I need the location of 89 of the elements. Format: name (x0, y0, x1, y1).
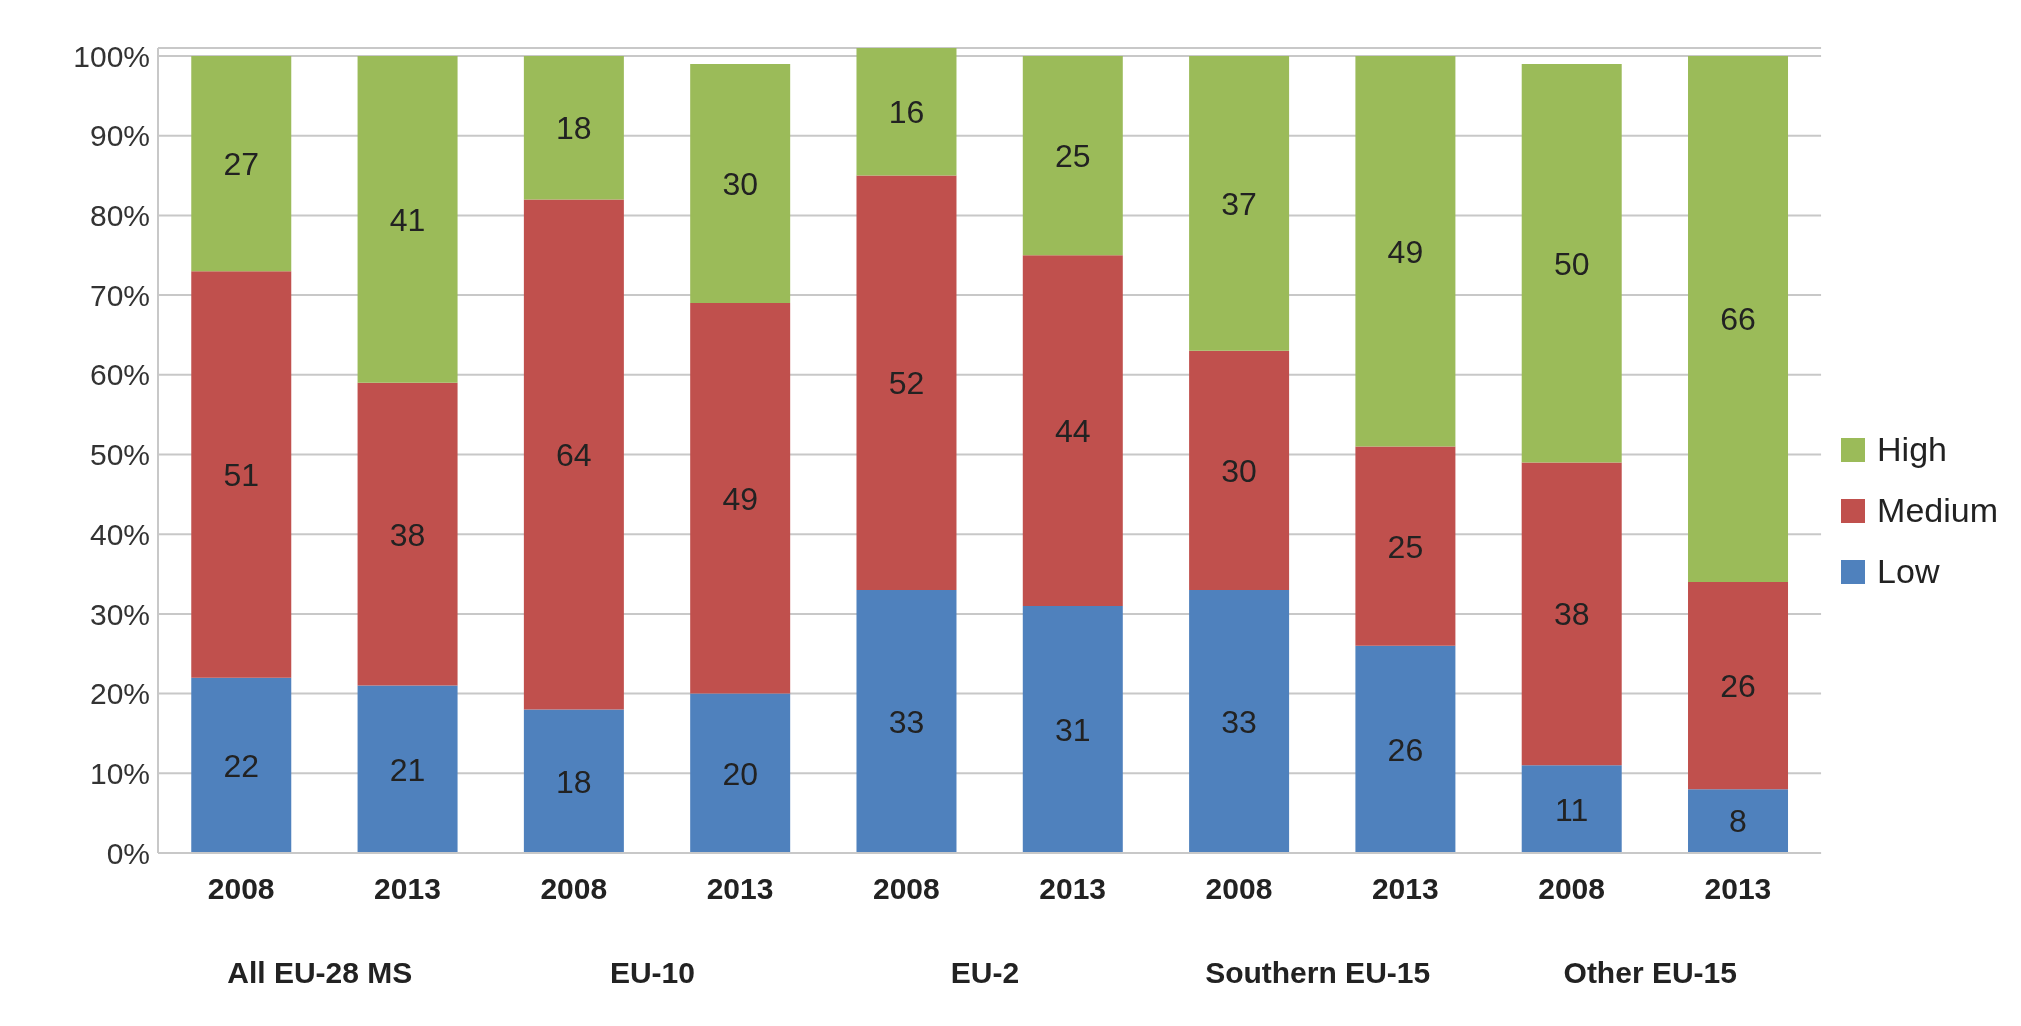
bar (1022, 605, 1123, 853)
bar (523, 709, 624, 853)
bar (1688, 789, 1789, 853)
data-label: 8 (1729, 803, 1747, 840)
x-tick-label: 2013 (374, 872, 441, 905)
y-tick-label: 40% (89, 517, 150, 551)
data-label: 49 (722, 480, 758, 517)
bar (357, 55, 458, 383)
bar (1022, 55, 1123, 256)
bar (1355, 55, 1456, 447)
data-label: 31 (1055, 711, 1091, 748)
data-label: 21 (389, 751, 426, 788)
data-label: 64 (556, 436, 592, 473)
data-label: 49 (1387, 233, 1424, 270)
data-label: 18 (556, 763, 592, 800)
y-tick-label: 70% (89, 278, 150, 312)
data-label: 30 (722, 165, 758, 202)
data-label: 11 (1555, 791, 1589, 828)
data-label: 38 (1553, 596, 1590, 633)
bar (690, 63, 791, 304)
bar (1189, 589, 1290, 853)
bar (856, 589, 957, 853)
data-label: 33 (888, 703, 925, 740)
x-tick-label: 2008 (873, 872, 940, 905)
bar (523, 199, 624, 710)
bar (1355, 446, 1456, 646)
data-label: 41 (389, 201, 426, 238)
bar (1688, 582, 1789, 790)
bar (1355, 645, 1456, 853)
y-tick-label: 50% (89, 438, 150, 472)
bar (1521, 63, 1622, 463)
x-tick-label: 2008 (1538, 872, 1605, 905)
legend-label: Low (1877, 552, 1940, 591)
data-label: 33 (1221, 703, 1257, 740)
y-tick-label: 100% (73, 39, 150, 73)
x-tick-label: 2013 (1704, 872, 1772, 905)
text: EU-10 (609, 956, 695, 989)
bar (1189, 55, 1290, 351)
data-label: 25 (1387, 528, 1424, 565)
y-tick-label: 60% (89, 358, 150, 392)
bar (1022, 255, 1123, 606)
x-tick-label: 2013 (706, 872, 774, 905)
bar (357, 685, 458, 853)
text: EU-2 (950, 956, 1020, 989)
y-tick-label: 90% (89, 119, 150, 153)
data-label: 20 (722, 755, 758, 792)
data-label: 50 (1553, 245, 1590, 282)
data-label: 22 (223, 747, 260, 784)
data-label: 18 (556, 110, 592, 147)
bar (690, 303, 791, 694)
data-label: 25 (1055, 137, 1091, 174)
data-label: 30 (1221, 452, 1257, 489)
text: Southern EU-15 (1205, 956, 1431, 989)
bar (191, 677, 292, 853)
bar (1189, 350, 1290, 590)
bar (1521, 765, 1622, 853)
bar (856, 48, 957, 176)
bar (357, 382, 458, 686)
x-tick-label: 2008 (1205, 872, 1273, 905)
y-tick-label: 30% (89, 597, 150, 631)
x-tick-label: 2008 (540, 872, 608, 905)
x-tick-label: 2013 (1371, 872, 1439, 905)
data-label: 26 (1387, 731, 1424, 768)
text: Other EU-15 (1563, 956, 1737, 989)
y-tick-label: 0% (106, 836, 150, 870)
x-tick-label: 2013 (1039, 872, 1107, 905)
bar (1521, 462, 1622, 766)
data-label: 51 (223, 456, 260, 493)
y-tick-label: 80% (89, 199, 150, 233)
legend-label: Medium (1877, 491, 1998, 530)
data-label: 26 (1720, 667, 1756, 704)
data-label: 66 (1720, 301, 1756, 338)
data-label: 37 (1221, 185, 1257, 222)
data-label: 27 (223, 145, 260, 182)
data-label: 44 (1055, 412, 1091, 449)
data-label: 16 (888, 94, 925, 131)
y-tick-label: 10% (89, 756, 150, 790)
bar (191, 271, 292, 678)
bar (1688, 55, 1789, 583)
bar (856, 175, 957, 590)
bar (690, 693, 791, 853)
y-tick-label: 20% (89, 677, 150, 711)
data-label: 38 (389, 516, 426, 553)
data-label: 52 (888, 365, 925, 402)
legend-label: High (1877, 430, 1947, 469)
bar (191, 55, 292, 272)
text: All EU-28 MS (227, 956, 413, 989)
bar (523, 55, 624, 200)
x-tick-label: 2008 (207, 872, 275, 905)
